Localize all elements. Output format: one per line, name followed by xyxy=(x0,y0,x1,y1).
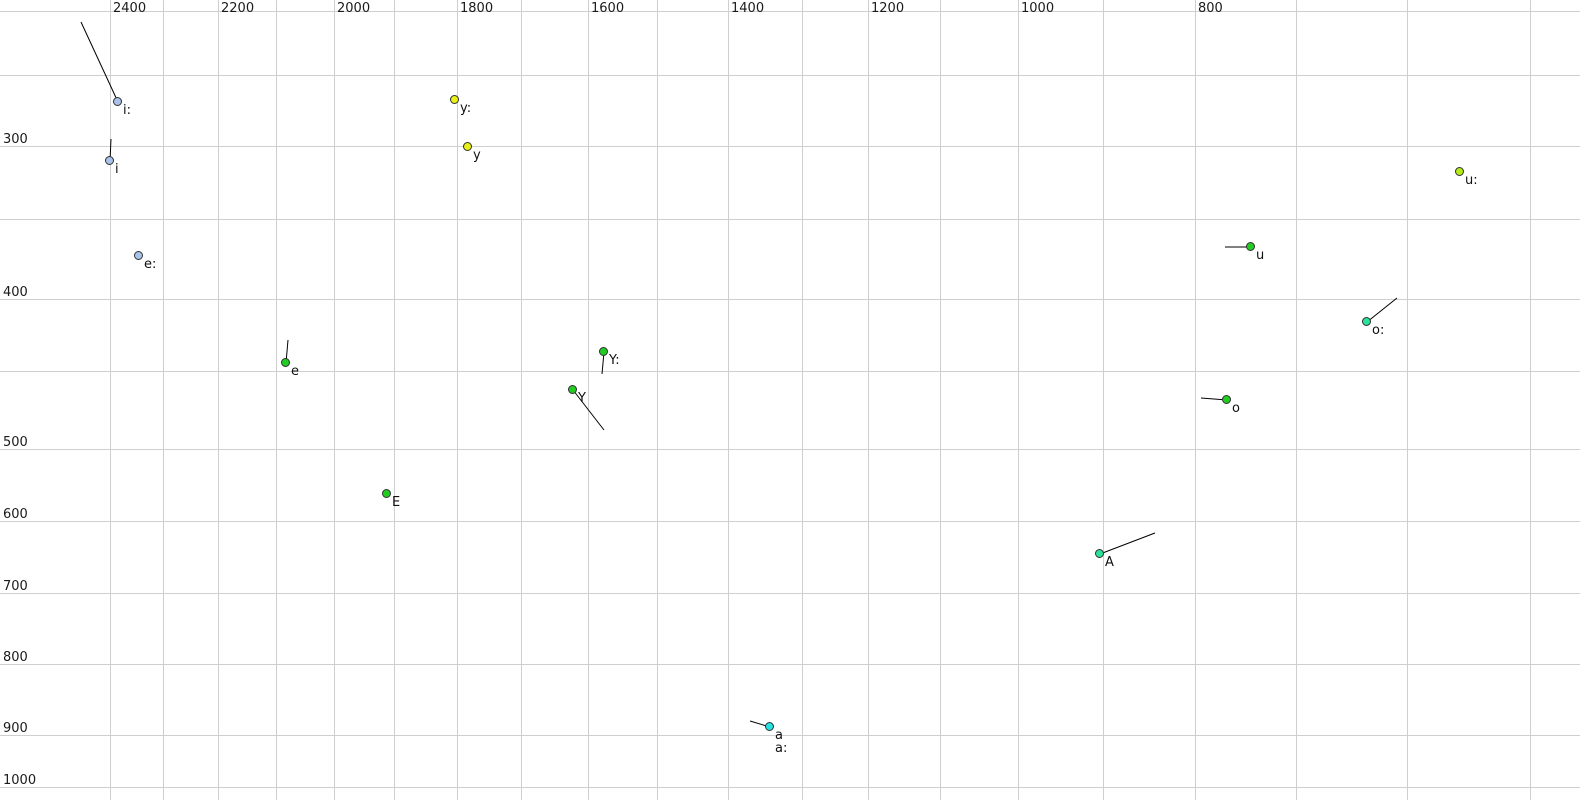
x-gridline xyxy=(1018,0,1019,800)
y-gridline xyxy=(0,75,1580,76)
vowel-label: e: xyxy=(144,257,157,272)
y-axis-tick-label: 600 xyxy=(3,507,28,522)
x-gridline xyxy=(1103,0,1104,800)
y-gridline xyxy=(0,371,1580,372)
x-axis-tick-label: 1800 xyxy=(460,1,494,16)
vowel-marker-dot[interactable] xyxy=(765,722,774,731)
x-axis-tick-label: 1200 xyxy=(871,1,905,16)
vowel-label: u xyxy=(1256,248,1265,263)
x-axis-tick-label: 1400 xyxy=(731,1,765,16)
vowel-marker-dot[interactable] xyxy=(463,142,472,151)
y-gridline xyxy=(0,219,1580,220)
y-gridline xyxy=(0,521,1580,522)
x-gridline xyxy=(394,0,395,800)
y-axis-tick-label: 800 xyxy=(3,650,28,665)
vowel-label: A xyxy=(1105,555,1114,570)
x-gridline xyxy=(276,0,277,800)
x-axis-tick-label: 1000 xyxy=(1021,1,1055,16)
y-gridline xyxy=(0,146,1580,147)
vowel-label: u: xyxy=(1465,173,1478,188)
vowel-trajectory-line xyxy=(1366,297,1398,323)
vowel-marker-dot[interactable] xyxy=(281,358,290,367)
vowel-trajectory-line xyxy=(1099,532,1156,555)
vowel-label: Y xyxy=(578,391,586,406)
vowel-marker-dot[interactable] xyxy=(1222,395,1231,404)
vowel-label: i xyxy=(115,162,119,177)
y-gridline xyxy=(0,735,1580,736)
y-axis-tick-label: 500 xyxy=(3,435,28,450)
vowel-label: o xyxy=(1232,401,1240,416)
vowel-marker-dot[interactable] xyxy=(1455,167,1464,176)
x-gridline xyxy=(521,0,522,800)
x-gridline xyxy=(728,0,729,800)
vowel-marker-dot[interactable] xyxy=(113,97,122,106)
x-gridline xyxy=(802,0,803,800)
y-axis-tick-label: 400 xyxy=(3,285,28,300)
y-gridline xyxy=(0,787,1580,788)
y-gridline xyxy=(0,664,1580,665)
y-gridline xyxy=(0,449,1580,450)
x-gridline xyxy=(1296,0,1297,800)
y-axis-tick-label: 300 xyxy=(3,132,28,147)
x-gridline xyxy=(110,0,111,800)
x-axis-tick-label: 2200 xyxy=(221,1,255,16)
x-axis-tick-label: 2400 xyxy=(113,1,147,16)
x-gridline xyxy=(1407,0,1408,800)
vowel-label: e xyxy=(291,364,299,379)
y-gridline xyxy=(0,593,1580,594)
x-gridline xyxy=(940,0,941,800)
y-gridline xyxy=(0,11,1580,12)
x-gridline xyxy=(588,0,589,800)
vowel-marker-dot[interactable] xyxy=(599,347,608,356)
vowel-marker-dot[interactable] xyxy=(105,156,114,165)
x-gridline xyxy=(1530,0,1531,800)
vowel-trajectory-line xyxy=(572,389,605,431)
x-axis-tick-label: 800 xyxy=(1198,1,1223,16)
x-axis-tick-label: 1600 xyxy=(591,1,625,16)
x-gridline xyxy=(163,0,164,800)
vowel-label: y: xyxy=(460,101,472,116)
y-gridline xyxy=(0,299,1580,300)
y-axis-tick-label: 700 xyxy=(3,579,28,594)
vowel-label: i: xyxy=(123,103,131,118)
vowel-marker-dot[interactable] xyxy=(1246,242,1255,251)
vowel-marker-dot[interactable] xyxy=(1095,549,1104,558)
vowel-label: a xyxy=(775,728,783,743)
vowel-label: Y: xyxy=(609,353,620,368)
x-gridline xyxy=(657,0,658,800)
vowel-label: y xyxy=(473,148,481,163)
y-axis-tick-label: 900 xyxy=(3,721,28,736)
vowel-trajectory-line xyxy=(80,21,119,103)
x-gridline xyxy=(218,0,219,800)
x-gridline xyxy=(334,0,335,800)
vowel-marker-dot[interactable] xyxy=(450,95,459,104)
x-axis-tick-label: 2000 xyxy=(337,1,371,16)
vowel-label-secondary: a: xyxy=(775,741,788,756)
vowel-label: o: xyxy=(1372,323,1385,338)
x-gridline xyxy=(1195,0,1196,800)
y-axis-tick-label: 1000 xyxy=(3,773,37,788)
vowel-marker-dot[interactable] xyxy=(382,489,391,498)
vowel-marker-dot[interactable] xyxy=(1362,317,1371,326)
vowel-marker-dot[interactable] xyxy=(134,251,143,260)
x-gridline xyxy=(457,0,458,800)
vowel-marker-dot[interactable] xyxy=(568,385,577,394)
x-gridline xyxy=(868,0,869,800)
vowel-label: E xyxy=(392,495,401,510)
